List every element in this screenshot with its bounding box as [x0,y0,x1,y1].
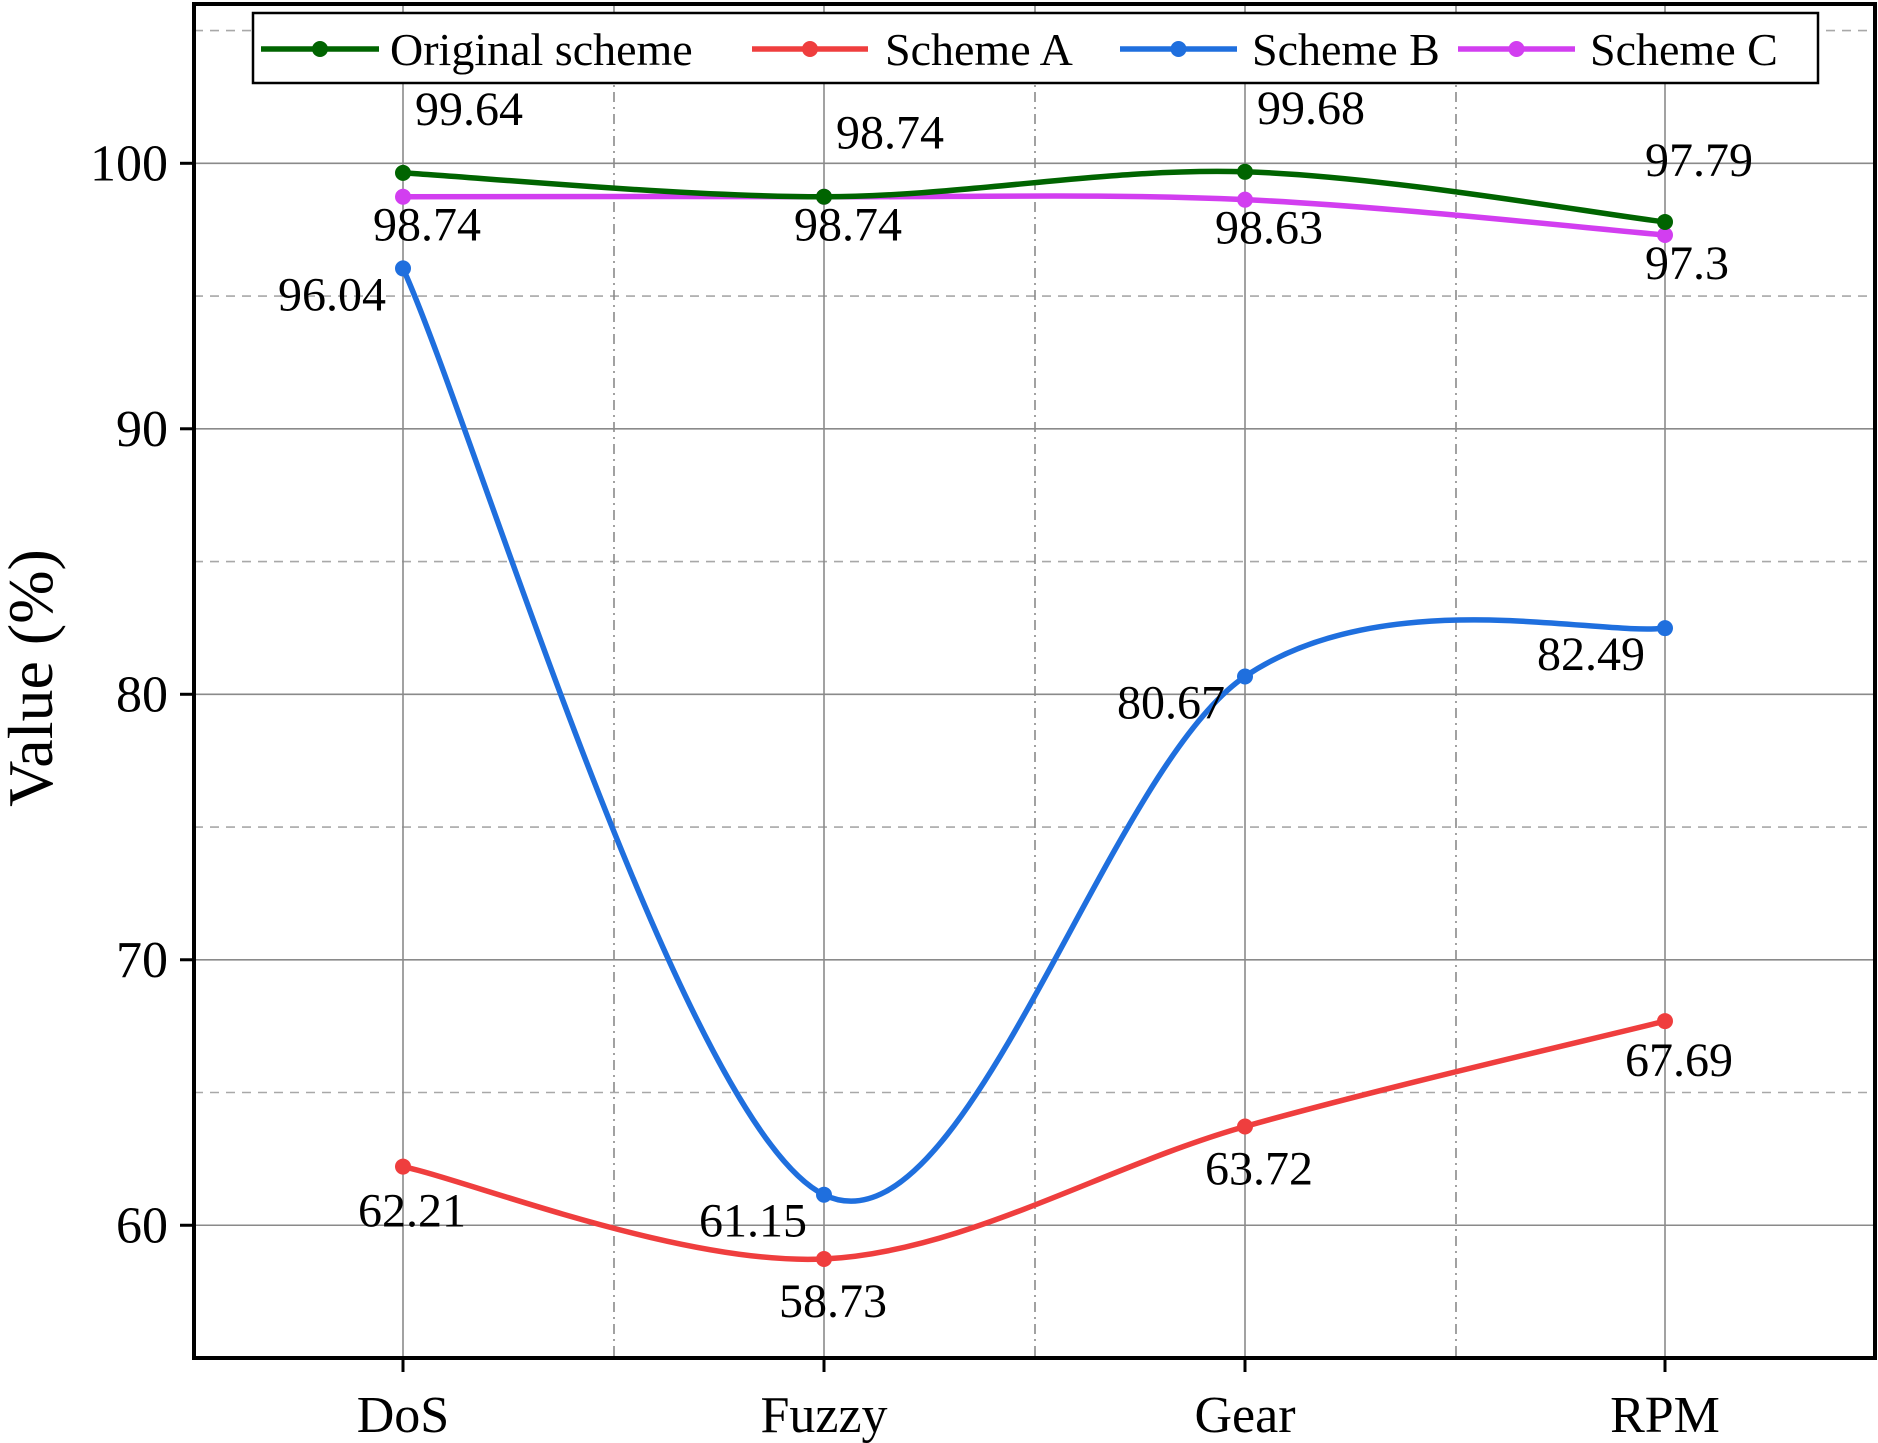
data-label-original-scheme: 99.68 [1257,82,1365,135]
data-point-scheme-b [1657,620,1673,637]
data-label-scheme-b: 61.15 [699,1195,807,1248]
data-point-original-scheme [1657,213,1673,230]
x-tick-label-gear: Gear [1194,1387,1295,1443]
legend-item-scheme-b: Scheme B [1120,24,1440,75]
series-line-scheme-a [400,1018,1668,1263]
legend-swatch-marker [1170,41,1187,57]
data-label-scheme-b: 82.49 [1537,628,1645,681]
data-label-original-scheme: 97.79 [1645,134,1753,187]
data-point-original-scheme [816,188,832,205]
series-line-scheme-b [400,265,1668,1204]
data-point-scheme-c [1657,226,1673,243]
y-tick-label: 90 [116,401,168,458]
data-point-scheme-c [395,188,411,205]
legend-swatch-marker [802,41,818,57]
series-line-scheme-c [400,193,1668,238]
data-label-scheme-a: 67.69 [1625,1034,1733,1087]
data-label-scheme-b: 80.67 [1117,676,1225,729]
data-point-scheme-a [395,1158,411,1175]
data-label-scheme-a: 62.21 [358,1185,466,1238]
data-label-original-scheme: 99.64 [415,83,523,136]
data-label-scheme-c: 97.3 [1645,237,1729,290]
data-label-scheme-c: 98.74 [373,199,481,252]
y-tick-label: 80 [116,666,168,723]
data-point-scheme-c [1237,191,1253,208]
y-tick-label: 70 [116,932,168,989]
data-point-scheme-b [1237,668,1253,685]
plot-frame [192,2,1877,1360]
legend-item-scheme-c: Scheme C [1458,24,1778,75]
x-tick-label-fuzzy: Fuzzy [760,1387,887,1443]
data-point-scheme-b [816,1186,832,1203]
data-point-scheme-a [816,1250,832,1267]
legend-label: Scheme C [1590,24,1778,75]
legend-label: Scheme A [885,24,1073,75]
data-label-scheme-a: 63.72 [1205,1142,1313,1195]
data-point-original-scheme [1237,163,1253,180]
x-tick-label-dos: DoS [357,1387,449,1443]
series-lines [395,163,1673,1267]
legend-label: Original scheme [390,24,693,75]
data-point-scheme-b [395,260,411,277]
legend-swatch-marker [1508,41,1525,57]
series-line-original-scheme [400,168,1668,225]
data-labels: 99.64 98.74 99.68 97.79 62.21 58.73 63.72 67.69… [278,82,1753,1328]
legend-swatch-marker [312,41,328,57]
data-point-original-scheme [395,164,411,181]
y-tick-label: 100 [90,135,168,192]
data-point-scheme-a [1657,1013,1673,1030]
data-label-original-scheme: 98.74 [836,107,944,160]
legend-item-scheme-a: Scheme A [752,24,1073,75]
data-point-scheme-a [1237,1118,1253,1135]
x-tick-label-rpm: RPM [1610,1387,1720,1443]
data-label-scheme-c: 98.74 [794,199,902,252]
legend-item-original-scheme: Original scheme [261,24,693,75]
data-label-scheme-c: 98.63 [1215,202,1323,255]
data-label-scheme-a: 58.73 [779,1275,887,1328]
legend-label: Scheme B [1252,24,1440,75]
data-label-scheme-b: 96.04 [278,268,386,321]
y-axis-title: Value (%) [0,549,66,807]
legend: Original scheme Scheme A Scheme B Scheme C [251,11,1820,85]
y-tick-label: 60 [116,1197,168,1254]
axes: 60 70 80 90 100 DoS Fuzzy Gear RPM [90,2,1877,1443]
